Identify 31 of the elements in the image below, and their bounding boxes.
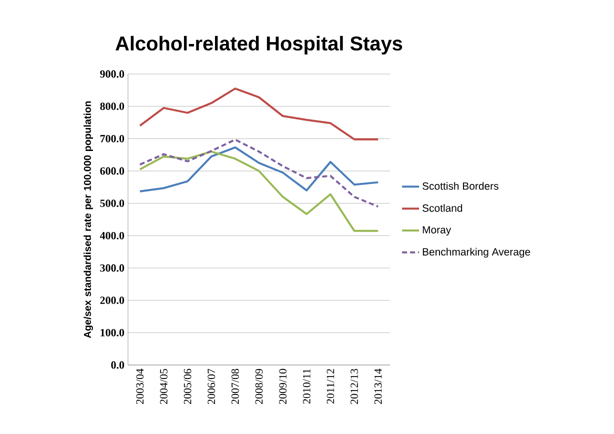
y-tick-label: 600.0 bbox=[100, 167, 124, 175]
legend-label: Scotland bbox=[422, 204, 462, 212]
x-tick-label: 2007/08 bbox=[231, 368, 239, 404]
line-series bbox=[138, 150, 380, 232]
y-tick-label: 700.0 bbox=[100, 134, 124, 142]
y-tick-label: 800.0 bbox=[100, 102, 124, 110]
line-series bbox=[138, 146, 380, 192]
x-tick-label: 2006/07 bbox=[208, 368, 216, 404]
y-tick-label: 500.0 bbox=[100, 200, 124, 208]
y-tick-label: 300.0 bbox=[100, 264, 124, 272]
y-tick-label: 0.0 bbox=[111, 361, 124, 369]
y-tick-label: 900.0 bbox=[100, 70, 124, 78]
line-series bbox=[138, 138, 380, 208]
y-tick-label: 200.0 bbox=[100, 296, 124, 304]
legend-label: Moray bbox=[422, 226, 452, 236]
y-axis-title: Age/sex standardised rate per 100.000 population bbox=[84, 101, 93, 338]
y-tick-label: 400.0 bbox=[100, 232, 124, 240]
legend-label: Benchmarking Average bbox=[422, 248, 530, 258]
x-tick-label: 2009/10 bbox=[279, 368, 287, 404]
legend-label: Scottish Borders bbox=[422, 182, 498, 190]
x-tick-label: 2004/05 bbox=[160, 368, 168, 404]
x-tick-label: 2008/09 bbox=[255, 368, 263, 404]
line-series bbox=[138, 88, 380, 140]
chart-title: Alcohol-related Hospital Stays bbox=[116, 36, 402, 55]
y-tick-label: 100.0 bbox=[100, 328, 124, 336]
x-tick-label: 2005/06 bbox=[184, 368, 192, 404]
x-tick-label: 2010/11 bbox=[302, 369, 310, 404]
x-tick-label: 2003/04 bbox=[136, 368, 144, 404]
x-tick-label: 2013/14 bbox=[374, 368, 382, 404]
x-tick-label: 2011/12 bbox=[326, 369, 334, 404]
x-tick-label: 2012/13 bbox=[350, 368, 358, 404]
